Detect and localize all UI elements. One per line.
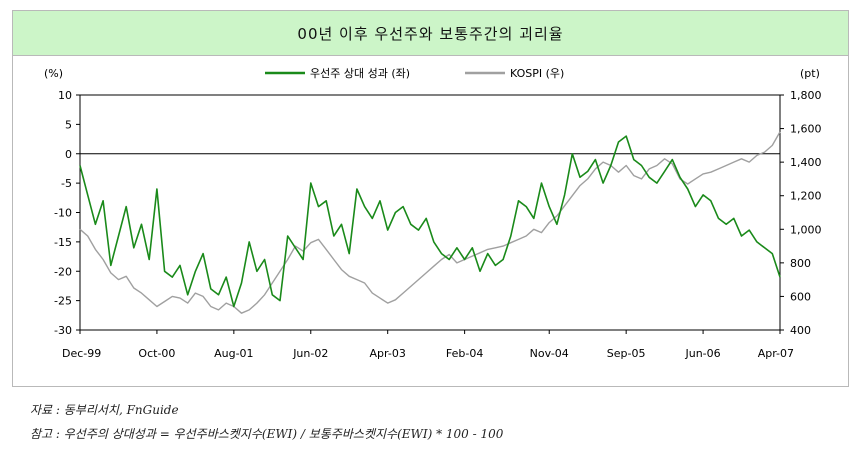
series-line-kospi <box>79 131 781 314</box>
right-tick-label: 1,800 <box>790 89 822 102</box>
footnotes: 자료 : 동부리서치, FnGuide 참고 : 우선주의 상대성과 = 우선주… <box>30 398 503 446</box>
x-tick-label: Apr-07 <box>758 347 794 360</box>
left-tick-label: -30 <box>54 324 72 337</box>
left-tick-label: -15 <box>54 236 72 249</box>
line-chart: 우선주 상대 성과 (좌) KOSPI (우) (%) (pt) 10 5 0 -5 -… <box>44 67 822 360</box>
x-tick-label: Sep-05 <box>607 347 646 360</box>
right-tick-label: 800 <box>790 257 811 270</box>
left-tick-label: -10 <box>54 207 72 220</box>
right-tick-label: 1,400 <box>790 156 822 169</box>
x-axis-ticks: Dec-99 Oct-00 Aug-01 Jun-02 Apr-03 Feb-04 Nov-… <box>62 330 794 360</box>
left-tick-label: 5 <box>65 118 72 131</box>
left-tick-label: 10 <box>58 89 72 102</box>
right-tick-label: 600 <box>790 290 811 303</box>
series-line-preferred <box>79 135 781 308</box>
right-tick-label: 1,000 <box>790 223 822 236</box>
x-tick-label: Apr-03 <box>370 347 406 360</box>
x-tick-label: Feb-04 <box>446 347 483 360</box>
chart-title: 00년 이후 우선주와 보통주간의 괴리율 <box>13 11 848 56</box>
x-tick-label: Dec-99 <box>62 347 101 360</box>
x-tick-label: Nov-04 <box>530 347 569 360</box>
x-tick-label: Jun-02 <box>292 347 328 360</box>
legend-label-preferred: 우선주 상대 성과 (좌) <box>310 67 410 80</box>
left-tick-label: -25 <box>54 295 72 308</box>
left-axis-unit: (%) <box>44 67 63 80</box>
left-tick-label: 0 <box>65 148 72 161</box>
left-tick-label: -5 <box>61 177 72 190</box>
chart-frame: 00년 이후 우선주와 보통주간의 괴리율 <box>12 10 849 387</box>
plot-border <box>79 94 781 331</box>
right-axis-ticks: 1,800 1,600 1,400 1,200 1,000 800 600 400 <box>780 89 822 337</box>
x-tick-label: Jun-06 <box>684 347 720 360</box>
source-note: 자료 : 동부리서치, FnGuide <box>30 403 179 417</box>
right-tick-label: 400 <box>790 324 811 337</box>
legend: 우선주 상대 성과 (좌) KOSPI (우) <box>265 67 564 80</box>
reference-note: 참고 : 우선주의 상대성과 = 우선주바스켓지수(EWI) / 보통주바스켓지… <box>30 427 504 441</box>
x-tick-label: Oct-00 <box>138 347 175 360</box>
series-layer <box>79 131 781 314</box>
right-tick-label: 1,200 <box>790 190 822 203</box>
left-tick-label: -20 <box>54 265 72 278</box>
x-tick-label: Aug-01 <box>214 347 253 360</box>
right-tick-label: 1,600 <box>790 123 822 136</box>
legend-label-kospi: KOSPI (우) <box>510 67 564 80</box>
right-axis-unit: (pt) <box>800 67 820 80</box>
left-axis-ticks: 10 5 0 -5 -10 -15 -20 -25 -30 <box>54 89 80 337</box>
plot-area <box>79 94 781 331</box>
